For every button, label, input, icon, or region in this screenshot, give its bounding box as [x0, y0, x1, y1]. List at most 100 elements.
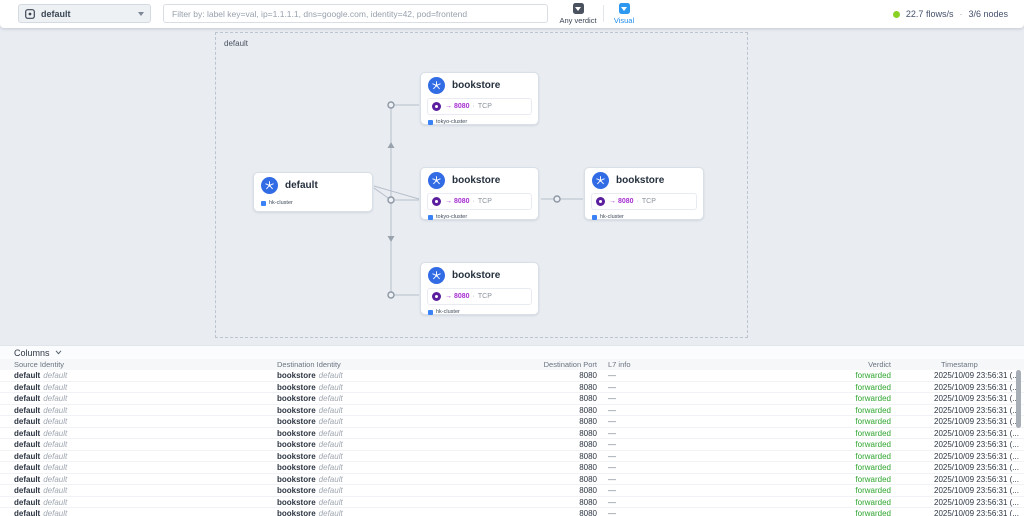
- source-identity: default default: [14, 451, 68, 461]
- service-node-bookstore-top[interactable]: bookstore → 8080 · TCP tokyo-cluster: [420, 72, 539, 125]
- chevron-down-icon: [138, 11, 144, 16]
- flow-row[interactable]: default default bookstore default 8080 — f…: [0, 462, 1024, 474]
- destination-identity: bookstore default: [277, 440, 343, 449]
- service-title: default: [285, 180, 318, 191]
- namespace-boundary: default: [215, 32, 748, 338]
- cluster-name: hk-cluster: [269, 200, 293, 206]
- destination-port: 8080: [579, 382, 597, 392]
- cluster-icon: [25, 8, 35, 19]
- header-destination-identity: Destination Identity: [277, 360, 341, 369]
- l7-info: —: [608, 440, 616, 449]
- service-node-bookstore-middle[interactable]: bookstore → 8080 · TCP tokyo-cluster: [420, 167, 539, 220]
- access-point[interactable]: → 8080 · TCP: [591, 193, 697, 210]
- visual-settings-button[interactable]: Visual: [595, 3, 653, 25]
- kubernetes-icon: [428, 77, 445, 94]
- verdict-filter-label: Any verdict: [559, 16, 597, 25]
- service-title: bookstore: [452, 270, 501, 281]
- service-map-edges: [373, 101, 583, 299]
- verdict-value: forwarded: [855, 394, 891, 403]
- destination-identity: bookstore default: [277, 417, 343, 426]
- protocol-label: TCP: [477, 198, 492, 205]
- service-node-default[interactable]: default hk-cluster: [253, 172, 373, 212]
- service-title: bookstore: [452, 80, 501, 91]
- destination-port: 8080: [579, 497, 597, 507]
- source-identity: default default: [14, 428, 68, 438]
- verdict-value: forwarded: [855, 451, 891, 461]
- visual-settings-icon: [618, 3, 630, 14]
- destination-identity: bookstore default: [277, 405, 343, 415]
- verdict-value: forwarded: [855, 474, 891, 484]
- service-node-bookstore-right[interactable]: bookstore → 8080 · TCP hk-cluster: [584, 167, 704, 220]
- source-identity: default default: [14, 440, 68, 449]
- timestamp-value: 2025/10/09 23:56:31 (...: [934, 451, 1019, 461]
- verdict-filter-button[interactable]: Any verdict: [549, 3, 607, 25]
- header-timestamp: Timestamp: [941, 360, 978, 369]
- verdict-value: forwarded: [855, 440, 891, 449]
- kubernetes-icon: [592, 172, 609, 189]
- toolbar-divider: [603, 5, 604, 22]
- service-title: bookstore: [452, 175, 501, 186]
- access-point[interactable]: → 8080 · TCP: [427, 288, 532, 305]
- service-map: default: [0, 28, 1024, 345]
- l7-info: —: [608, 371, 616, 380]
- flow-row[interactable]: default default bookstore default 8080 — f…: [0, 439, 1024, 451]
- timestamp-value: 2025/10/09 23:56:31 (...: [934, 417, 1019, 426]
- access-point[interactable]: → 8080 · TCP: [427, 98, 532, 115]
- columns-toggle-button[interactable]: Columns: [14, 348, 62, 358]
- timestamp-value: 2025/10/09 23:56:31 (...: [934, 463, 1019, 472]
- connection-stats: 22.7 flows/s · 3/6 nodes: [892, 0, 1008, 28]
- namespace-select-value: default: [41, 8, 71, 19]
- flow-row[interactable]: default default bookstore default 8080 — f…: [0, 416, 1024, 428]
- source-identity: default default: [14, 405, 68, 415]
- access-point[interactable]: → 8080 · TCP: [427, 193, 532, 210]
- flow-row[interactable]: default default bookstore default 8080 — f…: [0, 405, 1024, 416]
- verdict-value: forwarded: [855, 509, 891, 516]
- flow-row[interactable]: default default bookstore default 8080 — f…: [0, 382, 1024, 393]
- cluster-badge-icon: [592, 214, 597, 220]
- status-dot-icon: [892, 10, 900, 18]
- destination-identity: bookstore default: [277, 509, 343, 516]
- port-label: → 8080: [609, 198, 634, 205]
- service-node-bookstore-bottom[interactable]: bookstore → 8080 · TCP hk-cluster: [420, 262, 539, 315]
- destination-port: 8080: [579, 405, 597, 415]
- verdict-value: forwarded: [855, 405, 891, 415]
- chevron-down-icon: [55, 350, 61, 355]
- l7-info: —: [608, 497, 616, 507]
- cluster-name: tokyo-cluster: [436, 214, 468, 220]
- l7-info: —: [608, 428, 616, 438]
- timestamp-value: 2025/10/09 23:56:31 (...: [934, 440, 1019, 449]
- destination-identity: bookstore default: [277, 474, 343, 484]
- lock-icon: [432, 102, 441, 111]
- flows-rate: 22.7 flows/s: [905, 9, 954, 19]
- stats-separator: ·: [959, 9, 963, 19]
- flow-row[interactable]: default default bookstore default 8080 — f…: [0, 497, 1024, 508]
- namespace-select[interactable]: default: [18, 4, 151, 23]
- kubernetes-icon: [428, 267, 445, 284]
- flow-filter-input[interactable]: [163, 4, 548, 23]
- verdict-value: forwarded: [855, 486, 891, 495]
- columns-label: Columns: [14, 347, 50, 358]
- timestamp-value: 2025/10/09 23:56:31 (...: [934, 382, 1019, 392]
- flow-row[interactable]: default default bookstore default 8080 — f…: [0, 485, 1024, 497]
- port-separator: ·: [472, 198, 475, 205]
- flow-row[interactable]: default default bookstore default 8080 — f…: [0, 474, 1024, 485]
- cluster-badge-icon: [261, 200, 266, 206]
- flows-table-panel: Columns Source Identity Destination Iden…: [0, 345, 1024, 516]
- verdict-value: forwarded: [855, 371, 891, 380]
- flow-row[interactable]: default default bookstore default 8080 — f…: [0, 451, 1024, 462]
- destination-identity: bookstore default: [277, 463, 343, 472]
- flow-row[interactable]: default default bookstore default 8080 — f…: [0, 508, 1024, 516]
- verdict-value: forwarded: [855, 428, 891, 438]
- flow-row[interactable]: default default bookstore default 8080 — f…: [0, 370, 1024, 382]
- table-scrollbar[interactable]: [1016, 370, 1021, 428]
- verdict-value: forwarded: [855, 382, 891, 392]
- port-separator: ·: [472, 293, 475, 300]
- kubernetes-icon: [428, 172, 445, 189]
- flow-row[interactable]: default default bookstore default 8080 — f…: [0, 428, 1024, 439]
- l7-info: —: [608, 382, 616, 392]
- flow-row[interactable]: default default bookstore default 8080 — f…: [0, 393, 1024, 405]
- l7-info: —: [608, 405, 616, 415]
- destination-identity: bookstore default: [277, 394, 343, 403]
- destination-identity: bookstore default: [277, 451, 343, 461]
